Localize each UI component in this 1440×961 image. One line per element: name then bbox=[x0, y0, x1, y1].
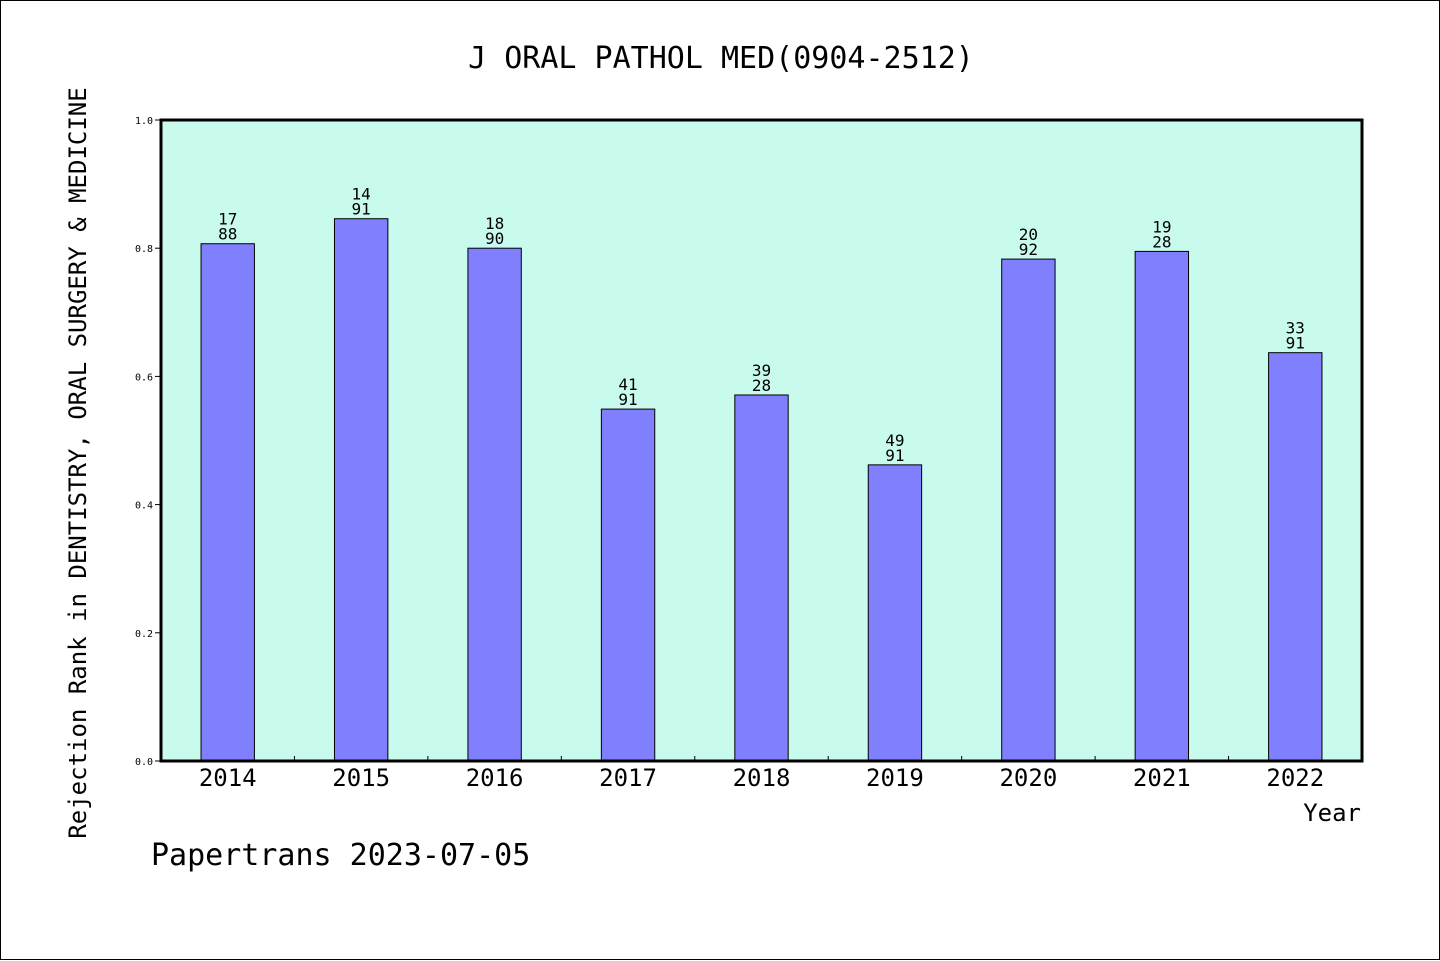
x-axis-label: Year bbox=[1303, 799, 1361, 827]
y-axis-label: Rejection Rank in DENTISTRY, ORAL SURGER… bbox=[64, 87, 92, 838]
bar-2016 bbox=[467, 247, 522, 762]
bar-2014 bbox=[200, 243, 255, 762]
bar-2020 bbox=[1001, 258, 1056, 762]
bar-label-top: 33 bbox=[1286, 319, 1305, 338]
y-tick-label: 0.2 bbox=[135, 629, 153, 640]
bar-label-top: 41 bbox=[618, 375, 637, 394]
bar-label-bottom: 91 bbox=[885, 446, 904, 465]
x-tick-label: 2015 bbox=[332, 764, 390, 792]
x-tick-label: 2021 bbox=[1133, 764, 1191, 792]
bar-label-bottom: 28 bbox=[752, 376, 771, 395]
y-tick-label: 1.0 bbox=[135, 116, 153, 127]
x-tick-label: 2017 bbox=[599, 764, 657, 792]
y-axis: 0.0 0.2 0.4 0.6 0.8 1.0 bbox=[135, 116, 161, 768]
x-axis: 2014 2015 2016 2017 2018 2019 2020 2021 2022 bbox=[199, 756, 1324, 792]
x-tick-label: 2022 bbox=[1266, 764, 1324, 792]
x-tick-label: 2020 bbox=[999, 764, 1057, 792]
x-tick-label: 2018 bbox=[733, 764, 791, 792]
bar-2021 bbox=[1134, 250, 1190, 762]
bar-label-bottom: 91 bbox=[1286, 334, 1305, 353]
bar-label-bottom: 92 bbox=[1019, 240, 1038, 259]
bar-2019 bbox=[867, 464, 923, 762]
y-tick-label: 0.8 bbox=[135, 244, 153, 255]
bar-label-top: 19 bbox=[1152, 217, 1171, 236]
bar-label-top: 18 bbox=[485, 214, 504, 233]
bar-label-bottom: 90 bbox=[485, 229, 504, 248]
bar-label-bottom: 88 bbox=[218, 225, 237, 244]
y-tick-label: 0.4 bbox=[135, 501, 153, 512]
bar-label-top: 14 bbox=[352, 185, 371, 204]
bar-label-top: 20 bbox=[1019, 225, 1038, 244]
bar-2015 bbox=[333, 218, 389, 762]
footer-credit: Papertrans 2023-07-05 bbox=[151, 838, 530, 873]
bar-2018 bbox=[734, 394, 789, 762]
y-tick-label: 0.0 bbox=[135, 757, 153, 768]
bar-label-top: 39 bbox=[752, 361, 771, 380]
bar-label-top: 49 bbox=[885, 431, 904, 450]
chart-title: J ORAL PATHOL MED(0904-2512) bbox=[468, 41, 974, 76]
x-tick-label: 2014 bbox=[199, 764, 257, 792]
bar-label-bottom: 28 bbox=[1152, 232, 1171, 251]
x-tick-label: 2016 bbox=[466, 764, 524, 792]
y-tick-label: 0.6 bbox=[135, 372, 153, 383]
plot-border bbox=[159, 118, 1364, 763]
x-tick-label: 2019 bbox=[866, 764, 924, 792]
bar-2017 bbox=[600, 408, 656, 762]
bar-label-bottom: 91 bbox=[352, 200, 371, 219]
bar-label-bottom: 91 bbox=[618, 390, 637, 409]
bar-2022 bbox=[1268, 352, 1323, 762]
bar-label-top: 17 bbox=[218, 210, 237, 229]
